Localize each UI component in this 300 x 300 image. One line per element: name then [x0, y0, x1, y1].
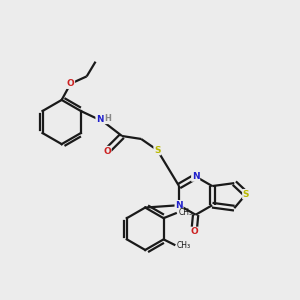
Text: S: S: [243, 190, 249, 199]
Text: O: O: [67, 79, 74, 88]
Text: H: H: [104, 114, 111, 123]
Text: S: S: [154, 146, 161, 154]
Text: N: N: [192, 172, 200, 181]
Text: CH₃: CH₃: [178, 208, 192, 217]
Text: N: N: [175, 201, 183, 210]
Text: O: O: [103, 146, 111, 155]
Text: O: O: [190, 227, 198, 236]
Text: CH₃: CH₃: [177, 241, 191, 250]
Text: N: N: [96, 115, 104, 124]
